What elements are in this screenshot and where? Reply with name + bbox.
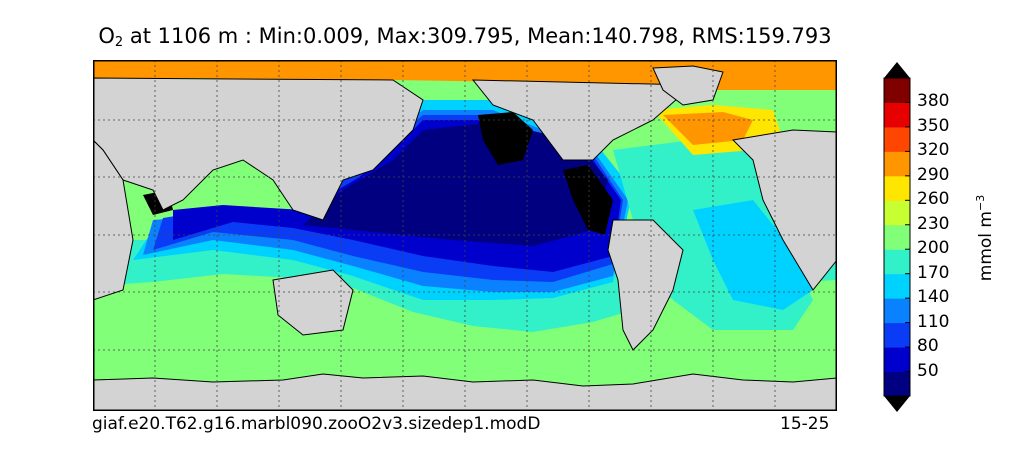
band-below-50 [303,122,608,246]
colorbar-frame [883,77,911,397]
title-variable: O [98,24,115,48]
year-range: 15-25 [780,414,830,434]
map-frame [93,60,837,411]
colorbar-unit-exponent: −3 [974,194,988,211]
ocean-map [93,60,837,411]
title-subscript: 2 [114,35,124,50]
title-stats: at 1106 m : Min:0.009, Max:309.795, Mean… [123,24,832,48]
colorbar-tick-label: 260 [917,189,950,210]
omz-north-pacific [478,112,533,165]
colorbar-segment [884,298,910,324]
australia [272,269,354,336]
africa-west [93,139,134,301]
colorbar-tick-label: 170 [917,262,950,283]
colorbar-segment [884,175,910,201]
colorbar-segment [884,102,910,128]
colorbar-extend-min [884,396,910,412]
atlantic-140-170 [693,200,813,310]
colorbar-segment [884,126,910,152]
colorbar-unit: mmol m [975,211,996,282]
colorbar-extend-max [884,62,910,78]
colorbar-tick-label: 290 [917,164,950,185]
colorbar-segment [884,200,910,226]
labrador-sea-290-320 [663,112,753,145]
chart-title: O2 at 1106 m : Min:0.009, Max:309.795, M… [0,24,930,50]
omz-east-pacific [563,165,613,235]
colorbar-segment [884,78,910,103]
colorbar-tick-label: 230 [917,213,950,234]
colorbar-segment [884,347,910,373]
colorbar-segment [884,151,910,177]
case-name: giaf.e20.T62.g16.marbl090.zooO2v3.sizede… [92,414,541,434]
graticule [93,60,837,411]
colorbar-tick-label: 80 [917,336,939,357]
colorbar-tick-label: 140 [917,287,950,308]
colorbar-tick-label: 380 [917,91,950,112]
colorbar-segment [884,273,910,299]
colorbar-segment [884,371,910,397]
colorbar-segment [884,322,910,348]
colorbar-tick-label: 50 [917,360,939,381]
colorbar-label: mmol m−3 [974,195,996,281]
colorbar-segment [884,249,910,275]
map-plot [93,60,837,411]
colorbar-tick-label: 320 [917,140,950,161]
colorbar-tick-label: 110 [917,311,950,332]
colorbar [883,62,911,412]
colorbar-tick-label: 350 [917,115,950,136]
africa-east [731,129,837,291]
colorbar-tick-label: 200 [917,238,950,259]
colorbar-segment [884,224,910,250]
